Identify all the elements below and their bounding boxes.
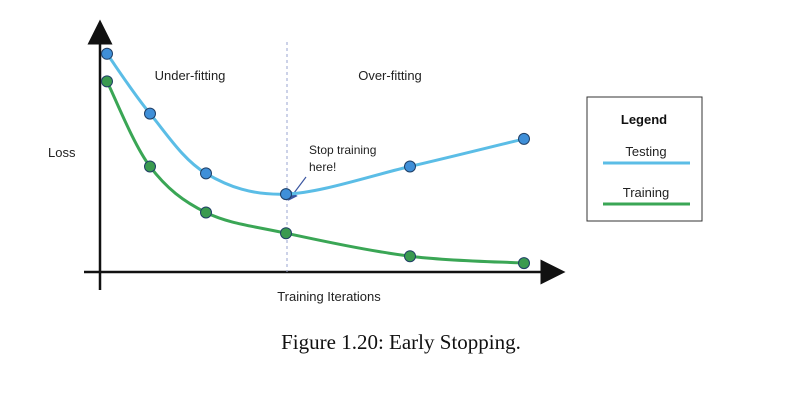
region-label-overfitting: Over-fitting [358, 68, 422, 83]
point-testing-0 [101, 47, 113, 60]
point-testing-1 [144, 107, 156, 120]
point-testing-4 [404, 160, 416, 173]
figure-caption: Figure 1.20: Early Stopping. [281, 330, 521, 354]
point-training-4 [404, 250, 416, 263]
point-testing-2 [200, 167, 212, 180]
point-training-1 [144, 160, 156, 173]
legend-title: Legend [621, 112, 667, 127]
legend-label-training: Training [623, 185, 669, 200]
point-training-0 [101, 75, 113, 88]
y-axis-label: Loss [48, 145, 76, 160]
annotation-line2: here! [309, 160, 336, 174]
point-training-5 [518, 257, 530, 270]
point-training-3 [280, 227, 292, 240]
series-points [101, 47, 530, 270]
point-testing-3 [280, 188, 292, 201]
legend: Legend Testing Training [586, 96, 703, 222]
x-axis-label: Training Iterations [277, 289, 381, 304]
region-label-underfitting: Under-fitting [155, 68, 226, 83]
series-lines [105, 52, 525, 265]
legend-label-testing: Testing [625, 144, 666, 159]
legend-box [586, 96, 703, 222]
annotation-line1: Stop training [309, 143, 376, 157]
point-training-2 [200, 206, 212, 219]
point-testing-5 [518, 132, 530, 145]
